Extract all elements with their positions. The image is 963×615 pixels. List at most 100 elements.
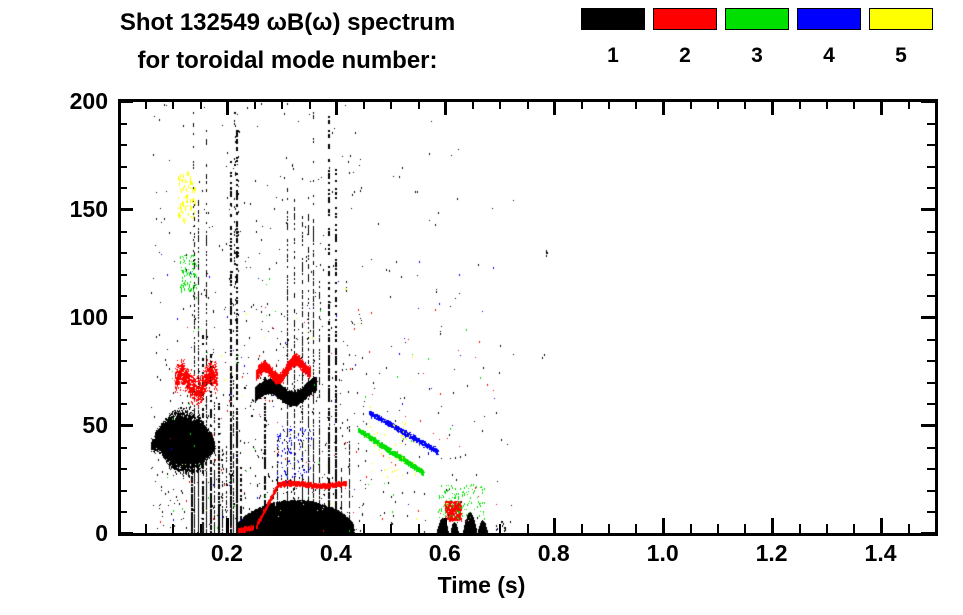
y-tick-minor-110 (118, 295, 127, 298)
x-tick-minor-0.30 (281, 524, 284, 533)
legend-swatches (575, 8, 963, 30)
x-tick-minor-top-0.45 (363, 101, 366, 109)
y-tick-minor-right-20 (927, 489, 935, 492)
x-axis-title: Time (s) (437, 572, 526, 598)
x-tick-minor-0.65 (472, 524, 475, 533)
y-tick-minor-right-10 (927, 511, 935, 514)
y-tick-minor-130 (118, 252, 127, 255)
y-tick-minor-90 (118, 338, 127, 341)
x-tick-label-1.2: 1.2 (755, 540, 788, 566)
legend-label-1: 1 (607, 44, 619, 67)
axis-right (935, 101, 938, 536)
x-tick-major-0.8 (552, 518, 556, 533)
y-tick-major-right-100 (921, 316, 935, 319)
legend-swatch-2 (653, 8, 717, 30)
plot-area (118, 101, 938, 536)
y-tick-minor-30 (118, 468, 127, 471)
axis-top (118, 99, 938, 102)
legend-labels: 1 2 3 4 5 (575, 44, 963, 68)
x-tick-minor-top-1.50 (935, 101, 937, 109)
x-tick-minor-top-1.15 (744, 101, 747, 109)
x-tick-minor-top-0.65 (472, 101, 475, 109)
x-tick-major-top-0.2 (225, 101, 229, 115)
y-tick-label-50: 50 (82, 412, 108, 438)
x-tick-minor-0.85 (580, 524, 583, 533)
x-tick-minor-top-0.85 (580, 101, 583, 109)
x-tick-minor-1.25 (798, 524, 801, 533)
x-tick-minor-0.70 (499, 524, 502, 533)
x-tick-minor-0.05 (145, 524, 148, 533)
x-tick-minor-top-0.75 (526, 101, 529, 109)
y-tick-major-150 (118, 208, 133, 211)
x-tick-minor-top-0.95 (635, 101, 638, 109)
x-tick-minor-0.95 (635, 524, 638, 533)
x-tick-major-1.4 (879, 518, 883, 533)
y-tick-label-150: 150 (69, 196, 108, 222)
y-tick-minor-60 (118, 403, 127, 406)
y-tick-minor-140 (118, 230, 127, 233)
x-tick-minor-top-0.10 (172, 101, 175, 109)
x-tick-minor-0.75 (526, 524, 529, 533)
x-tick-minor-1.05 (689, 524, 692, 533)
x-tick-minor-top-0.30 (281, 101, 284, 109)
x-tick-label-1: 1.0 (646, 540, 679, 566)
x-tick-label-0.8: 0.8 (537, 540, 570, 566)
x-tick-label-0.2: 0.2 (210, 540, 243, 566)
y-tick-minor-right-60 (927, 403, 935, 406)
y-tick-minor-40 (118, 446, 127, 449)
y-tick-major-right-200 (921, 100, 935, 103)
y-tick-minor-right-180 (927, 144, 935, 147)
x-tick-minor-0.35 (308, 524, 311, 533)
x-tick-major-top-1.4 (879, 101, 883, 115)
y-tick-major-50 (118, 424, 133, 427)
x-tick-minor-top-1.05 (689, 101, 692, 109)
y-tick-major-right-50 (921, 424, 935, 427)
x-tick-major-top-0.6 (443, 101, 447, 115)
legend-swatch-3 (725, 8, 789, 30)
x-tick-minor-top-1.30 (826, 101, 829, 109)
legend-label-3: 3 (751, 44, 763, 67)
y-tick-minor-right-90 (927, 338, 935, 341)
x-tick-major-top-0.4 (334, 101, 338, 115)
x-tick-minor-top-0.25 (254, 101, 257, 109)
title-line-1: Shot 132549 ωB(ω) spectrum (119, 9, 456, 36)
x-tick-minor-0.15 (199, 524, 202, 533)
x-tick-label-0.4: 0.4 (319, 540, 352, 566)
x-tick-minor-top-1.45 (907, 101, 910, 109)
legend-swatch-5 (869, 8, 933, 30)
y-tick-minor-right-170 (927, 165, 935, 168)
y-tick-minor-180 (118, 144, 127, 147)
y-tick-label-200: 200 (69, 88, 108, 114)
y-tick-minor-right-40 (927, 446, 935, 449)
x-tick-minor-1.30 (826, 524, 829, 533)
legend-label-4: 4 (823, 44, 835, 67)
legend-swatch-4 (797, 8, 861, 30)
y-tick-minor-right-80 (927, 360, 935, 363)
x-tick-minor-top-0.50 (390, 101, 393, 109)
y-tick-minor-10 (118, 511, 127, 514)
y-tick-label-0: 0 (95, 520, 108, 546)
x-tick-label-1.4: 1.4 (864, 540, 897, 566)
spectrogram-canvas (121, 101, 938, 533)
x-tick-minor-1.35 (853, 524, 856, 533)
x-tick-major-1 (661, 518, 665, 533)
y-tick-minor-right-140 (927, 230, 935, 233)
legend-swatch-1 (581, 8, 645, 30)
y-tick-minor-right-130 (927, 252, 935, 255)
legend: 1 2 3 4 5 (575, 8, 963, 68)
x-tick-major-0.2 (225, 518, 229, 533)
y-tick-major-right-0 (921, 532, 935, 535)
y-tick-major-200 (118, 100, 133, 103)
y-tick-major-right-150 (921, 208, 935, 211)
y-tick-minor-190 (118, 122, 127, 125)
x-tick-minor-0.45 (363, 524, 366, 533)
y-tick-minor-120 (118, 273, 127, 276)
x-tick-major-0.6 (443, 518, 447, 533)
y-tick-minor-right-30 (927, 468, 935, 471)
x-tick-minor-1.50 (935, 524, 937, 533)
x-tick-major-0.4 (334, 518, 338, 533)
y-tick-minor-right-110 (927, 295, 935, 298)
x-tick-minor-0.90 (608, 524, 611, 533)
title-line-2: for toroidal mode number: (137, 47, 438, 74)
